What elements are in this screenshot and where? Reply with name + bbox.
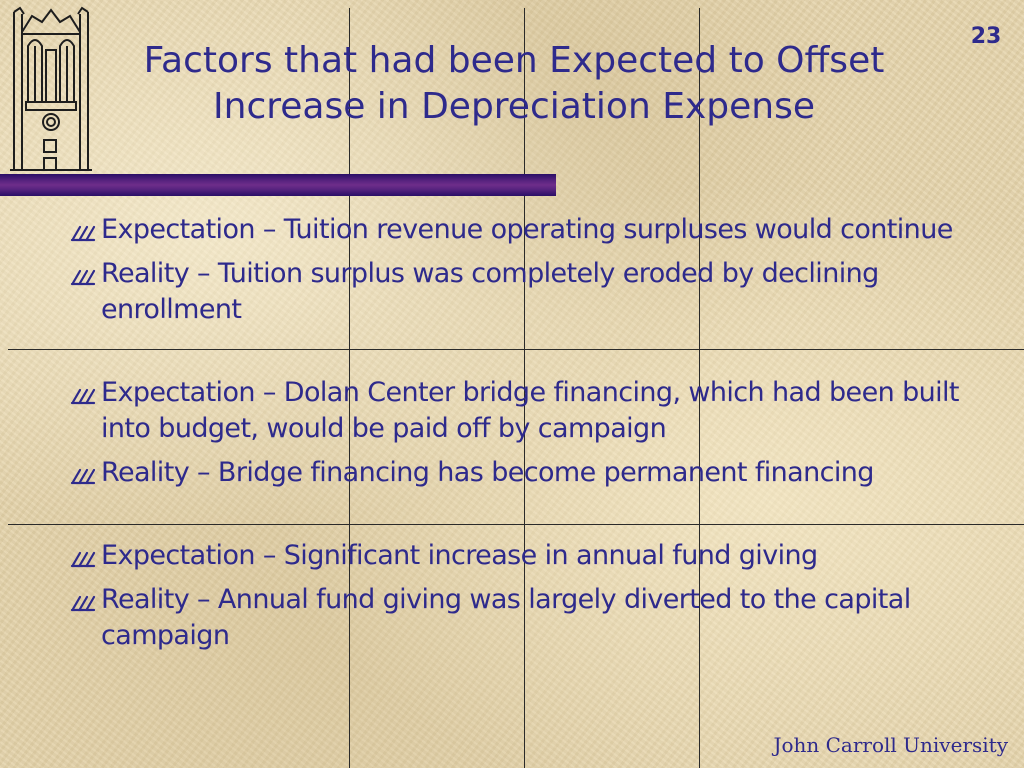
slide-title: Factors that had been Expected to Offset… xyxy=(96,38,932,130)
bullet-text: Reality – Annual fund giving was largely… xyxy=(101,584,911,651)
grid-line-horizontal xyxy=(8,524,1024,525)
bullet-item: Reality – Bridge financing has become pe… xyxy=(70,455,970,491)
bullet-item: Expectation – Significant increase in an… xyxy=(70,538,970,574)
bullet-item: Expectation – Dolan Center bridge financ… xyxy=(70,375,970,447)
slide-title-line-1: Factors that had been Expected to Offset xyxy=(143,40,885,81)
pencils-icon xyxy=(70,225,96,242)
bullet-text: Expectation – Tuition revenue operating … xyxy=(101,214,953,245)
bullet-list: Expectation – Tuition revenue operating … xyxy=(70,212,970,654)
bullet-item: Reality – Tuition surplus was completely… xyxy=(70,256,970,328)
bullet-item: Reality – Annual fund giving was largely… xyxy=(70,582,970,654)
bullet-text: Expectation – Dolan Center bridge financ… xyxy=(101,377,960,444)
title-underline-bar xyxy=(0,174,556,196)
footer-university-name: John Carroll University xyxy=(773,733,1008,757)
grid-line-vertical xyxy=(699,8,700,768)
grid-line-vertical xyxy=(524,8,525,768)
bullet-item: Expectation – Tuition revenue operating … xyxy=(70,212,970,248)
pencils-icon xyxy=(70,388,96,405)
pencils-icon xyxy=(70,468,96,485)
pencils-icon xyxy=(70,595,96,612)
pencils-icon xyxy=(70,551,96,568)
bullet-text: Reality – Bridge financing has become pe… xyxy=(101,457,874,488)
slide-number: 23 xyxy=(970,24,1002,49)
slide-title-line-2: Increase in Depreciation Expense xyxy=(213,86,815,127)
pencils-icon xyxy=(70,269,96,286)
bullet-text: Expectation – Significant increase in an… xyxy=(101,540,818,571)
grid-line-horizontal xyxy=(8,349,1024,350)
tower-logo-icon xyxy=(10,6,92,171)
bullet-text: Reality – Tuition surplus was completely… xyxy=(101,258,879,325)
grid-line-vertical xyxy=(349,8,350,768)
